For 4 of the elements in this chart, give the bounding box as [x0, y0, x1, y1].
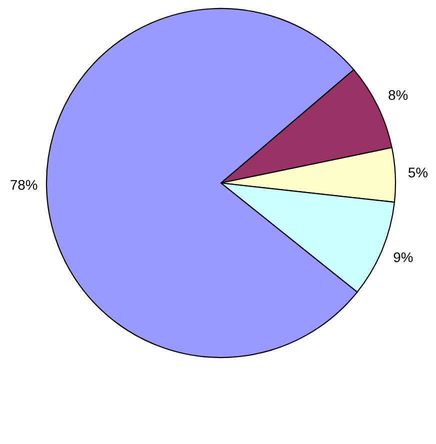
data-label: 9%: [394, 252, 413, 262]
data-label: 8%: [388, 90, 408, 100]
data-label: 78%: [10, 180, 38, 190]
data-label: 5%: [408, 168, 428, 178]
